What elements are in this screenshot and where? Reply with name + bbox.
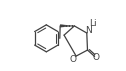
Text: O: O xyxy=(70,56,77,64)
Text: N: N xyxy=(85,26,92,35)
Polygon shape xyxy=(60,25,74,27)
Text: Li: Li xyxy=(89,19,96,28)
Text: O: O xyxy=(93,53,100,62)
